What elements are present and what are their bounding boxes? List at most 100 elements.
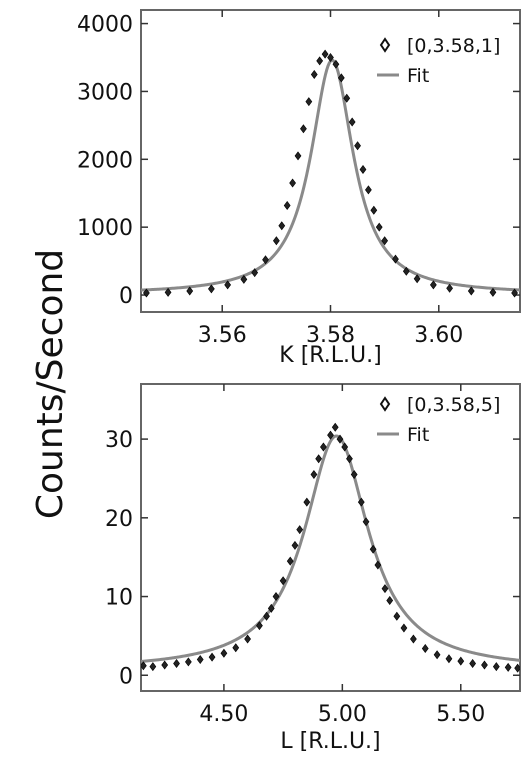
data-point xyxy=(337,73,345,83)
data-point xyxy=(370,205,378,215)
data-point xyxy=(381,584,389,594)
data-point xyxy=(240,274,248,284)
data-point xyxy=(220,648,228,658)
data-point xyxy=(365,185,372,195)
data-point xyxy=(251,268,259,278)
data-point xyxy=(294,151,302,161)
chart-l-scan: 4.50 5.00 5.50 0 10 20 30 L [R.L.U.] [0,3.58,5] F… xyxy=(105,383,521,754)
legend-label-fit: Fit xyxy=(407,65,429,87)
data-point xyxy=(421,643,429,653)
data-point xyxy=(305,97,313,107)
data-point xyxy=(481,660,488,670)
data-point xyxy=(392,254,399,264)
fit-curve xyxy=(141,434,520,664)
data-point xyxy=(511,288,518,298)
data-point xyxy=(413,274,421,284)
plot-frame xyxy=(140,383,521,692)
data-point xyxy=(375,222,383,232)
data-point xyxy=(386,595,394,605)
data-point xyxy=(173,658,180,668)
data-point xyxy=(296,525,304,535)
data-point xyxy=(469,658,476,668)
data-point xyxy=(354,141,361,151)
data-point xyxy=(300,124,307,134)
data-point xyxy=(346,454,353,464)
data-point xyxy=(186,286,194,296)
data-point xyxy=(208,652,216,662)
data-point xyxy=(208,284,215,294)
data-point xyxy=(256,621,263,631)
data-point xyxy=(224,280,232,290)
data-point xyxy=(185,657,192,667)
data-point xyxy=(362,517,370,527)
plot-area xyxy=(141,49,520,298)
data-point xyxy=(320,442,327,452)
y-tick-label: 20 xyxy=(105,507,133,532)
y-tick-label: 4000 xyxy=(77,13,133,38)
data-point xyxy=(446,283,453,293)
y-tick-label: 3000 xyxy=(77,80,133,105)
x-tick-label: 5.00 xyxy=(318,702,367,727)
x-tick-label: 4.50 xyxy=(199,702,248,727)
data-point xyxy=(289,178,296,188)
chart-k-scan: 3.56 3.58 3.60 0 1000 2000 3000 4000 K [R.L.U.] [… xyxy=(77,9,521,368)
data-point xyxy=(272,236,280,246)
data-point xyxy=(262,255,269,265)
data-point xyxy=(457,656,465,666)
data-point xyxy=(336,434,344,444)
data-point xyxy=(374,560,382,570)
y-tick-label: 10 xyxy=(105,586,133,611)
x-axis-label: L [R.L.U.] xyxy=(280,729,380,754)
data-point xyxy=(348,117,356,127)
data-point xyxy=(357,497,365,507)
data-point xyxy=(400,623,408,633)
legend-label-fit: Fit xyxy=(407,424,429,446)
data-point xyxy=(327,53,334,63)
data-point xyxy=(267,603,275,613)
data-point xyxy=(433,650,441,660)
x-tick-label: 3.56 xyxy=(198,323,247,348)
y-tick-label: 0 xyxy=(119,284,133,309)
data-point xyxy=(393,611,401,621)
data-point xyxy=(341,442,349,452)
data-point xyxy=(310,69,318,79)
data-point xyxy=(321,49,329,59)
data-point xyxy=(278,221,286,231)
data-point xyxy=(359,164,367,174)
legend-marker-points xyxy=(379,37,391,53)
data-point xyxy=(291,540,299,550)
data-point xyxy=(143,288,150,298)
plot-area xyxy=(141,422,520,673)
data-point xyxy=(492,662,500,672)
data-point xyxy=(315,454,323,464)
y-tick-label: 30 xyxy=(105,428,133,453)
data-point xyxy=(283,200,291,210)
data-point xyxy=(445,654,453,664)
data-point xyxy=(310,470,318,480)
fit-curve xyxy=(141,58,520,292)
data-point xyxy=(332,59,340,69)
data-point xyxy=(429,280,437,290)
data-point xyxy=(350,470,358,480)
data-point xyxy=(410,634,417,644)
data-point xyxy=(164,287,172,297)
data-point xyxy=(232,643,240,653)
data-point xyxy=(149,662,157,672)
data-point xyxy=(331,422,339,432)
x-tick-label: 3.60 xyxy=(414,323,463,348)
data-point xyxy=(316,56,324,66)
data-point xyxy=(196,655,204,665)
data-point xyxy=(244,634,251,644)
x-axis-label: K [R.L.U.] xyxy=(279,343,381,368)
x-tick-label: 5.50 xyxy=(436,702,485,727)
data-point xyxy=(381,236,389,246)
data-point xyxy=(303,497,311,507)
shared-ylabel: Counts/Second xyxy=(30,249,71,519)
data-point xyxy=(327,430,334,440)
data-point xyxy=(489,287,497,297)
legend-label-points: [0,3.58,5] xyxy=(407,394,500,416)
y-tick-label: 1000 xyxy=(77,216,133,241)
data-point xyxy=(279,576,287,586)
data-point xyxy=(263,611,270,621)
y-tick-label: 0 xyxy=(119,664,133,689)
